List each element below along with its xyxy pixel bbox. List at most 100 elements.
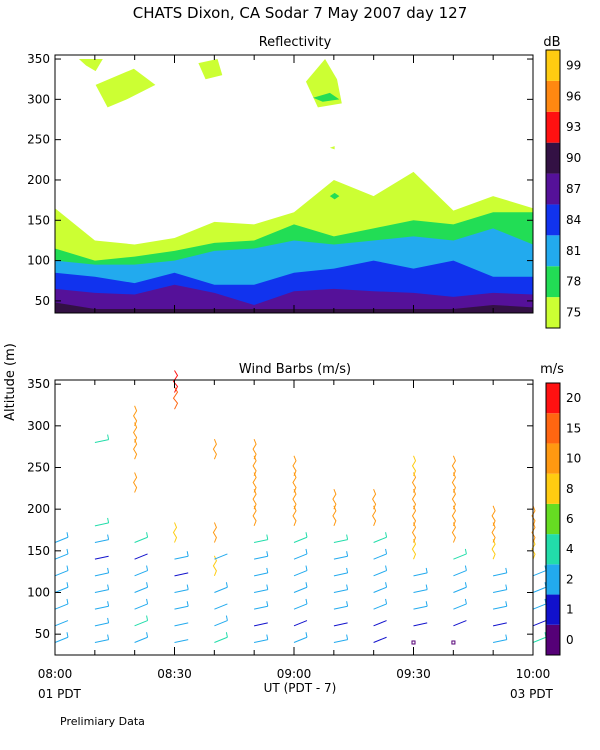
barb-flag [146, 582, 149, 588]
barb-flag [505, 584, 508, 590]
wind-barb [293, 620, 308, 627]
wind-barb [94, 601, 110, 610]
reflectivity-colorbar-frame [545, 49, 561, 329]
wind-barb [94, 617, 110, 627]
wind-barb [54, 565, 69, 577]
barb-shaft [333, 639, 348, 643]
wind-barb [332, 505, 337, 527]
barb-shaft [252, 438, 257, 460]
wind-colorbar-tick-label: 1 [566, 603, 574, 617]
wind-y-tick-label: 250 [27, 461, 50, 475]
wind-barb [373, 548, 388, 560]
reflectivity-patch-2 [95, 68, 156, 108]
reflectivity-colorbar-tick-label: 99 [566, 58, 581, 72]
wind-barb [212, 522, 217, 543]
wind-barb [413, 584, 428, 593]
barb-shaft [453, 603, 467, 610]
barb-shaft [293, 536, 308, 543]
reflectivity-colorbar-cell [546, 235, 560, 267]
wind-barb [94, 567, 110, 577]
wind-barb [252, 488, 257, 510]
barb-shaft [174, 555, 189, 560]
wind-barb [333, 534, 349, 543]
barb-shaft [134, 553, 148, 560]
wind-barb [252, 505, 257, 527]
wind-colorbar-tick-label: 0 [566, 633, 574, 647]
barb-shaft [413, 622, 428, 627]
wind-barb [174, 572, 189, 577]
x-tick-label: 08:00 [38, 667, 73, 681]
barb-shaft [292, 488, 297, 510]
wind-barb [292, 488, 297, 510]
barb-shaft [492, 589, 507, 593]
wind-barb [492, 634, 508, 643]
wind-barb [293, 548, 308, 560]
wind-barb [491, 522, 496, 543]
wind-barb [373, 532, 388, 543]
wind-barb [94, 534, 110, 543]
wind-barb [532, 632, 547, 643]
wind-y-tick-label: 100 [27, 586, 50, 600]
wind-barb [252, 438, 257, 460]
reflectivity-patch-3 [198, 59, 223, 80]
barb-shaft [372, 488, 377, 510]
barb-flag [266, 567, 269, 574]
wind-barb [292, 455, 297, 477]
barb-shaft [134, 536, 148, 543]
wind-barb [373, 636, 387, 643]
barb-shaft [134, 620, 148, 627]
barb-flag [107, 584, 110, 590]
barb-shaft [172, 522, 178, 543]
barb-flag [66, 548, 69, 555]
wind-barb [253, 584, 269, 593]
barb-flag [346, 567, 349, 574]
wind-barb [372, 488, 377, 510]
reflectivity-y-tick-label: 300 [27, 92, 50, 106]
wind-barb [174, 622, 189, 627]
wind-barb [453, 582, 467, 593]
barb-shaft [532, 603, 547, 610]
wind-barbs-title: Wind Barbs (m/s) [239, 362, 351, 377]
reflectivity-patch-7 [329, 192, 340, 200]
wind-barb [253, 601, 269, 610]
reflectivity-colorbar-cell [546, 80, 560, 112]
wind-barb [94, 584, 110, 593]
wind-barb [214, 632, 228, 643]
barb-flag [107, 434, 110, 440]
barb-shaft [491, 538, 496, 560]
barb-shaft [94, 555, 109, 560]
barb-flag [425, 567, 428, 574]
barb-shaft [411, 488, 417, 510]
barb-shaft [333, 622, 348, 627]
wind-barb [134, 582, 149, 593]
wind-barb [134, 598, 149, 610]
barb-shaft [54, 536, 69, 543]
wind-barb [333, 551, 349, 560]
wind-barb [174, 584, 189, 593]
wind-barb [451, 522, 456, 543]
wind-barb [373, 620, 387, 627]
barb-shaft [253, 539, 268, 543]
barb-shaft [54, 636, 69, 643]
barb-flag [266, 584, 269, 590]
barb-shaft [253, 622, 268, 627]
reflectivity-y-tick-label: 50 [35, 294, 50, 308]
wind-colorbar-unit: m/s [540, 362, 564, 377]
barb-flag [505, 567, 508, 574]
wind-barb [532, 620, 547, 627]
barb-flag [425, 584, 428, 590]
barb-shaft [253, 555, 268, 560]
barb-shaft [54, 620, 69, 627]
barb-flag [385, 582, 388, 588]
wind-barb [172, 522, 178, 543]
barb-shaft [492, 572, 507, 577]
wind-colorbar-cell [546, 383, 560, 414]
barb-shaft [214, 620, 228, 627]
wind-y-tick-label: 350 [27, 377, 50, 391]
wind-barb [531, 522, 536, 543]
barb-flag [146, 615, 149, 621]
barb-shaft [413, 605, 428, 610]
barb-flag [385, 598, 388, 605]
barb-shaft [531, 538, 536, 560]
barb-flag [346, 584, 349, 590]
